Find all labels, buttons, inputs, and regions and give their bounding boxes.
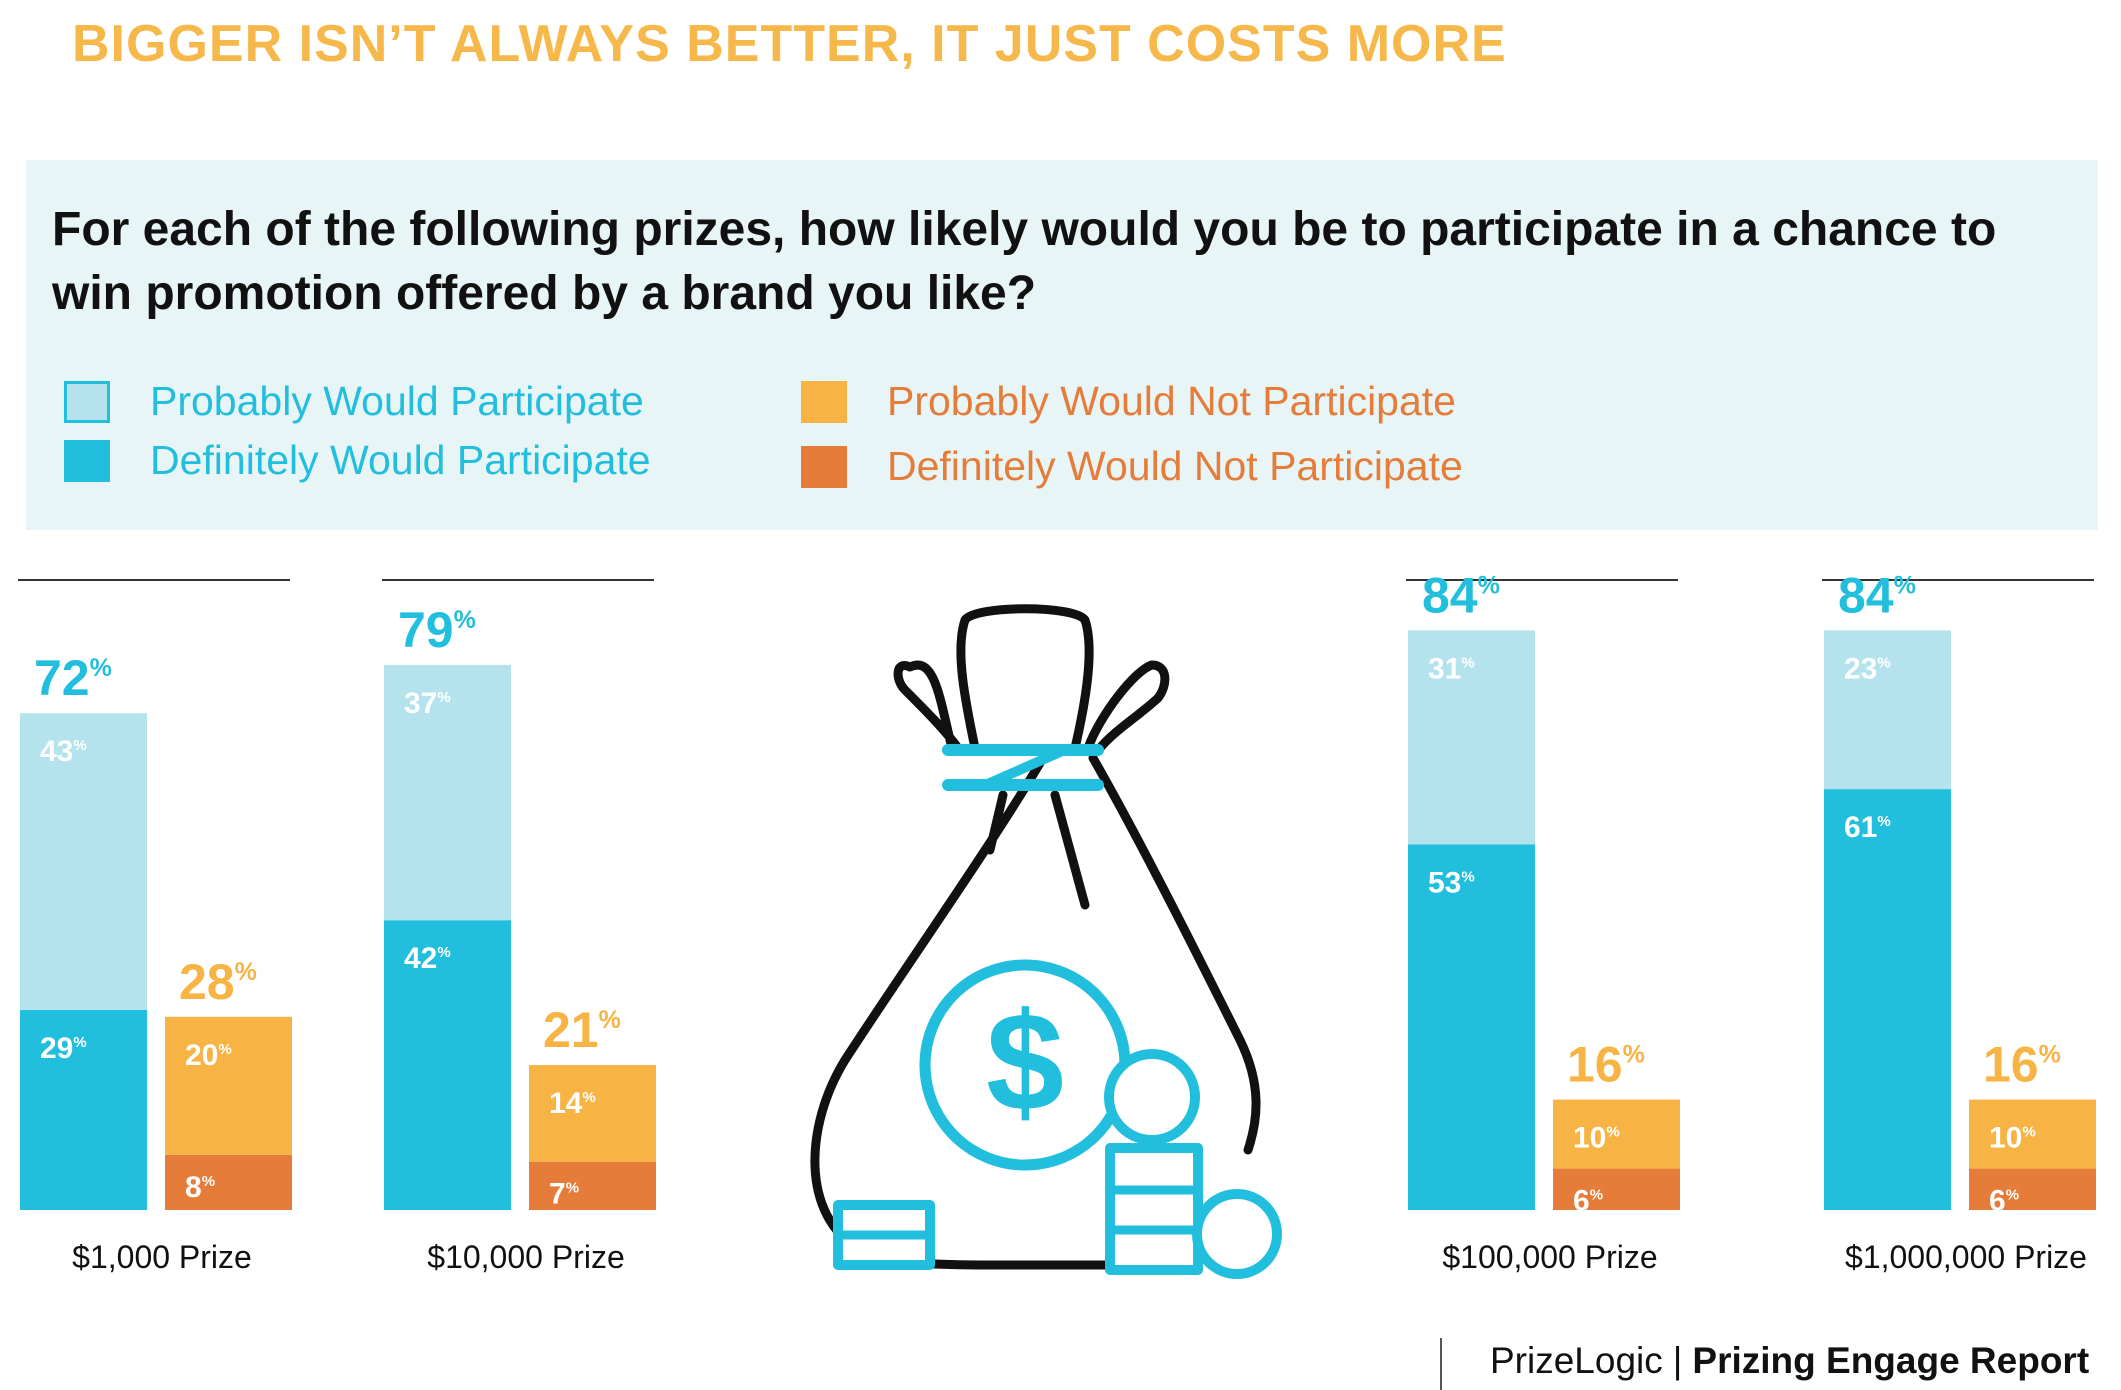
label-definitely-not: 7%	[549, 1178, 579, 1211]
label-definitely-not: 8%	[185, 1171, 215, 1204]
bar-definitely-would	[20, 1009, 147, 1210]
category-label: $1,000 Prize	[72, 1239, 252, 1275]
label-probably-would: 43%	[40, 735, 87, 768]
bar-definitely-not	[529, 1161, 656, 1210]
total-not-participate: 28%	[179, 954, 257, 1010]
label-definitely-not: 6%	[1989, 1185, 2019, 1218]
question-text: For each of the following prizes, how li…	[52, 203, 1997, 320]
footer-separator: |	[1672, 1340, 1683, 1381]
label-probably-would: 31%	[1428, 652, 1475, 685]
total-participate: 84%	[1838, 567, 1916, 623]
bar-probably-not	[529, 1065, 656, 1162]
footer-divider	[1440, 1338, 1442, 1390]
legend-label-probably-would: Probably Would Participate	[150, 378, 644, 424]
legend-swatch-definitely-would	[64, 439, 110, 482]
legend-item-definitely-would: Definitely Would Participate	[64, 437, 651, 484]
total-participate: 84%	[1422, 567, 1500, 623]
bar-definitely-not	[165, 1154, 292, 1210]
legend-swatch-probably-not	[801, 380, 847, 423]
label-definitely-not: 6%	[1573, 1185, 1603, 1218]
footer-report: Prizing Engage Report	[1692, 1340, 2090, 1381]
label-definitely-would: 61%	[1844, 811, 1891, 844]
label-definitely-would: 53%	[1428, 866, 1475, 899]
label-probably-not: 10%	[1573, 1122, 1620, 1155]
label-probably-would: 23%	[1844, 652, 1891, 685]
total-participate: 79%	[398, 602, 476, 658]
legend-label-definitely-not: Definitely Would Not Participate	[887, 443, 1463, 489]
legend-swatch-definitely-not	[801, 445, 847, 488]
headline: BIGGER ISN’T ALWAYS BETTER, IT JUST COST…	[72, 15, 1507, 73]
label-probably-not: 14%	[549, 1087, 596, 1120]
bar-probably-not	[165, 1016, 292, 1155]
label-probably-would: 37%	[404, 687, 451, 720]
question-panel: For each of the following prizes, how li…	[26, 160, 2098, 530]
legend-label-probably-not: Probably Would Not Participate	[887, 378, 1456, 424]
legend-swatch-probably-would	[64, 380, 110, 423]
category-label: $1,000,000 Prize	[1845, 1239, 2087, 1275]
label-probably-not: 10%	[1989, 1122, 2036, 1155]
footer: PrizeLogic | Prizing Engage Report	[1490, 1340, 2089, 1382]
legend-label-definitely-would: Definitely Would Participate	[150, 437, 651, 483]
total-not-participate: 16%	[1567, 1037, 1645, 1093]
total-participate: 72%	[34, 650, 112, 706]
bar-probably-would	[384, 664, 511, 921]
category-label: $100,000 Prize	[1442, 1239, 1657, 1275]
bar-definitely-would	[1408, 844, 1535, 1210]
label-definitely-would: 29%	[40, 1032, 87, 1065]
bar-definitely-would	[1824, 789, 1951, 1210]
money-bag-icon: $	[810, 604, 1282, 1279]
bar-definitely-not	[1969, 1168, 2096, 1210]
bar-definitely-would	[384, 920, 511, 1210]
category-label: $10,000 Prize	[427, 1239, 624, 1275]
bar-probably-not	[1553, 1099, 1680, 1169]
bar-probably-not	[1969, 1099, 2096, 1169]
footer-brand: PrizeLogic	[1490, 1340, 1663, 1381]
total-not-participate: 21%	[543, 1002, 621, 1058]
bar-probably-would	[20, 713, 147, 1010]
bar-groups: 29% 43% 72% 8% 20% 28% $1,000 Prize 42% 37% 79% 7%…	[18, 567, 2096, 1275]
legend-item-definitely-not: Definitely Would Not Participate	[801, 443, 1463, 490]
label-definitely-would: 42%	[404, 942, 451, 975]
label-probably-not: 20%	[185, 1039, 232, 1072]
bar-definitely-not	[1553, 1168, 1680, 1210]
dollar-sign: $	[986, 983, 1064, 1140]
total-not-participate: 16%	[1983, 1037, 2061, 1093]
legend-item-probably-not: Probably Would Not Participate	[801, 378, 1456, 425]
bar-probably-would	[1408, 630, 1535, 845]
legend-item-probably-would: Probably Would Participate	[64, 378, 644, 425]
bar-probably-would	[1824, 630, 1951, 790]
